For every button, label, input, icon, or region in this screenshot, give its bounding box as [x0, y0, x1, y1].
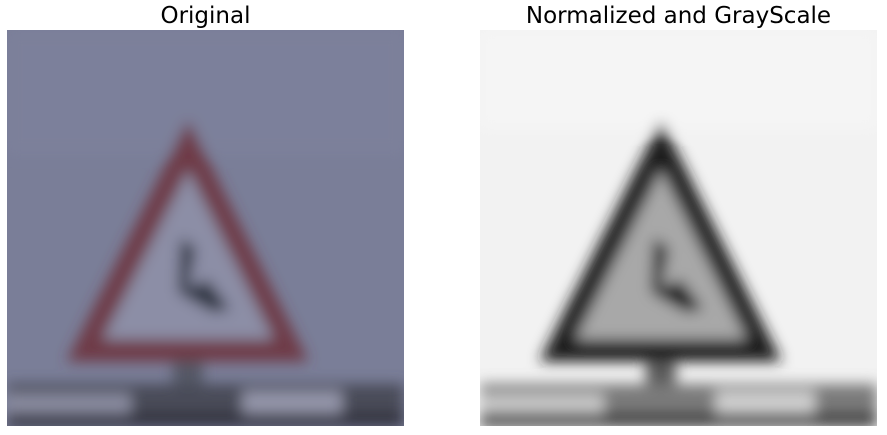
grayscale-title: Normalized and GrayScale	[525, 3, 832, 29]
original-sign-image	[7, 30, 404, 426]
grayscale-sign-image	[480, 30, 877, 426]
original-title: Original	[160, 3, 251, 29]
